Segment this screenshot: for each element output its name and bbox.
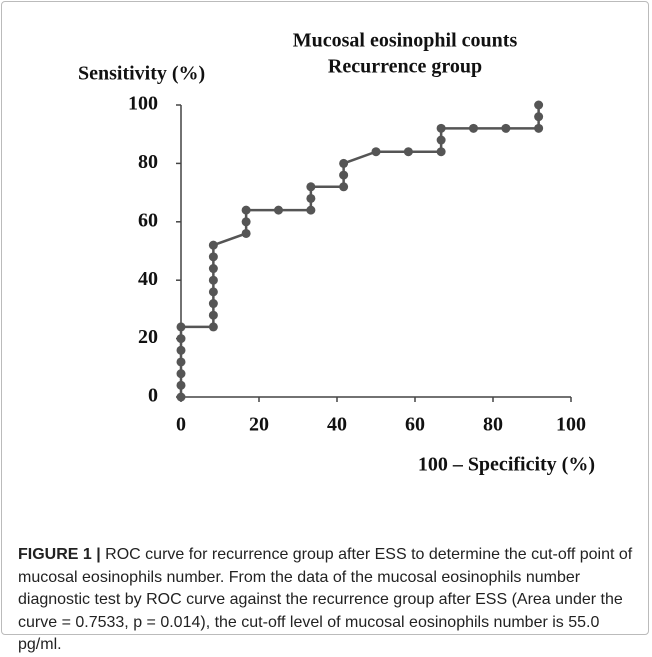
- roc-point: [208, 240, 218, 250]
- roc-point: [208, 322, 218, 332]
- roc-point: [241, 217, 251, 227]
- roc-point: [534, 100, 544, 110]
- roc-point: [208, 264, 218, 274]
- roc-point: [339, 170, 349, 180]
- x-tick-label: 40: [327, 414, 347, 436]
- roc-point: [436, 147, 446, 157]
- roc-point: [403, 147, 413, 157]
- x-tick-label: 20: [249, 414, 269, 436]
- roc-point: [176, 392, 186, 402]
- roc-point: [176, 345, 186, 355]
- roc-point: [274, 205, 283, 215]
- y-tick-label: 0: [148, 385, 158, 407]
- roc-point: [534, 112, 544, 122]
- roc-point: [241, 228, 251, 238]
- roc-point: [339, 158, 349, 168]
- roc-point: [176, 369, 186, 379]
- roc-point: [241, 205, 251, 215]
- roc-point: [371, 147, 381, 157]
- roc-point: [501, 123, 511, 133]
- y-tick-label: 100: [128, 93, 158, 115]
- roc-point: [436, 123, 446, 133]
- roc-point: [534, 123, 544, 133]
- x-tick-label: 60: [405, 414, 425, 436]
- caption-text: ROC curve for recurrence group after ESS…: [18, 546, 633, 653]
- caption-label: FIGURE 1 |: [18, 546, 101, 563]
- caption: FIGURE 1 | ROC curve for recurrence grou…: [18, 544, 638, 657]
- roc-point: [176, 357, 186, 367]
- figure-frame: [1, 1, 649, 635]
- chart-title: Recurrence group: [328, 56, 482, 78]
- roc-point: [306, 193, 316, 203]
- roc-line: [179, 105, 540, 397]
- y-tick-label: 40: [138, 268, 158, 290]
- roc-point: [208, 287, 218, 297]
- roc-point: [339, 182, 349, 192]
- roc-point: [306, 182, 316, 192]
- chart: Mucosal eosinophil counts Recurrence gro…: [78, 30, 595, 476]
- x-tick-label: 0: [176, 414, 186, 436]
- chart-title: Mucosal eosinophil counts: [293, 30, 518, 52]
- y-axis-label: Sensitivity (%): [78, 63, 205, 85]
- x-axis-label: 100 – Specificity (%): [418, 454, 595, 476]
- roc-point: [176, 380, 186, 390]
- roc-point: [176, 334, 186, 344]
- roc-point: [208, 299, 218, 309]
- roc-point: [469, 123, 478, 133]
- x-tick-label: 80: [483, 414, 503, 436]
- y-tick-label: 20: [138, 326, 158, 348]
- y-tick-label: 80: [138, 151, 158, 173]
- roc-point: [208, 310, 218, 320]
- x-tick-label: 100: [556, 414, 586, 436]
- y-tick-label: 60: [138, 209, 158, 231]
- roc-point: [306, 205, 316, 215]
- roc-point: [208, 275, 218, 285]
- roc-point: [176, 322, 186, 332]
- roc-point: [208, 252, 218, 262]
- roc-point: [436, 135, 446, 145]
